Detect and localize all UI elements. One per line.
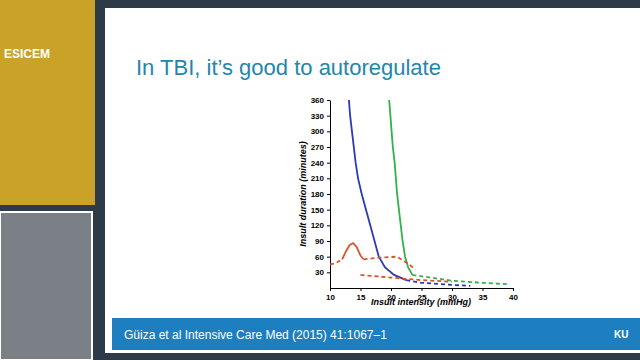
tick: 270 <box>311 143 330 152</box>
tick-mark <box>327 257 330 258</box>
logo-panel <box>0 0 95 205</box>
tick-mark <box>327 147 330 148</box>
series-line <box>389 100 412 275</box>
tick: 240 <box>311 159 330 168</box>
tick: 30 <box>315 268 330 277</box>
tick: 330 <box>311 112 330 121</box>
tick-mark <box>327 272 330 273</box>
tick: 10 <box>326 288 335 302</box>
citation: Güiza et al Intensive Care Med (2015) 41… <box>124 328 387 342</box>
tick: 40 <box>509 288 518 302</box>
tick-mark <box>483 288 484 291</box>
slide-panel <box>105 8 640 353</box>
plot-area <box>330 100 510 286</box>
tick-label: 10 <box>326 293 335 302</box>
slide: In TBI, it’s good to autoregulate ESICEM G… <box>0 0 640 360</box>
tick-label: 300 <box>311 127 325 136</box>
tick: 120 <box>311 221 330 230</box>
tick-label: 120 <box>311 221 325 230</box>
tick-label: 90 <box>315 237 324 246</box>
tick-label: 40 <box>509 293 518 302</box>
tick-label: 360 <box>311 96 325 105</box>
tick-label: 60 <box>315 253 324 262</box>
background <box>0 0 640 360</box>
tick-mark <box>513 288 514 291</box>
tick-mark <box>327 100 330 101</box>
tick: 35 <box>479 288 488 302</box>
y-axis: 30 60 90 120 150 180 210 240 270 300 330 360 <box>311 96 331 288</box>
tick-mark <box>361 288 362 291</box>
series-line <box>330 259 342 264</box>
tick-mark <box>327 225 330 226</box>
tick-mark <box>327 210 330 211</box>
title: In TBI, it’s good to autoregulate <box>136 55 441 80</box>
tick-mark <box>327 163 330 164</box>
tick: 15 <box>357 288 366 302</box>
tick-label: 15 <box>357 293 366 302</box>
tick-mark <box>391 288 392 291</box>
tick-mark <box>422 288 423 291</box>
series-line <box>361 275 453 282</box>
logo-text: KU <box>614 329 628 340</box>
tick-label: 150 <box>311 206 325 215</box>
tick-mark <box>327 194 330 195</box>
x-axis-title: Insult intensity (mmHg) <box>371 297 471 307</box>
axis-line <box>330 101 331 289</box>
tick-label: 270 <box>311 143 325 152</box>
tick-label: 330 <box>311 112 325 121</box>
tick-mark <box>327 241 330 242</box>
tick-label: 35 <box>479 293 488 302</box>
series-line <box>342 243 363 259</box>
tick-mark <box>327 131 330 132</box>
tick-label: 240 <box>311 159 325 168</box>
tick: 90 <box>315 237 330 246</box>
tick-mark <box>452 288 453 291</box>
tick: 300 <box>311 127 330 136</box>
tick-mark <box>327 116 330 117</box>
y-axis-title: Insult duration (minutes) <box>298 141 308 247</box>
tick-mark <box>327 178 330 179</box>
tick: 60 <box>315 253 330 262</box>
webcam <box>0 212 92 360</box>
logo-text: ESICEM <box>4 47 50 61</box>
tick-label: 30 <box>315 268 324 277</box>
footer-band <box>112 318 640 350</box>
series-line <box>364 257 416 270</box>
tick: 360 <box>311 96 330 105</box>
tick: 210 <box>311 174 330 183</box>
tick-label: 210 <box>311 174 325 183</box>
tick-label: 180 <box>311 190 325 199</box>
tick: 150 <box>311 206 330 215</box>
tick: 180 <box>311 190 330 199</box>
